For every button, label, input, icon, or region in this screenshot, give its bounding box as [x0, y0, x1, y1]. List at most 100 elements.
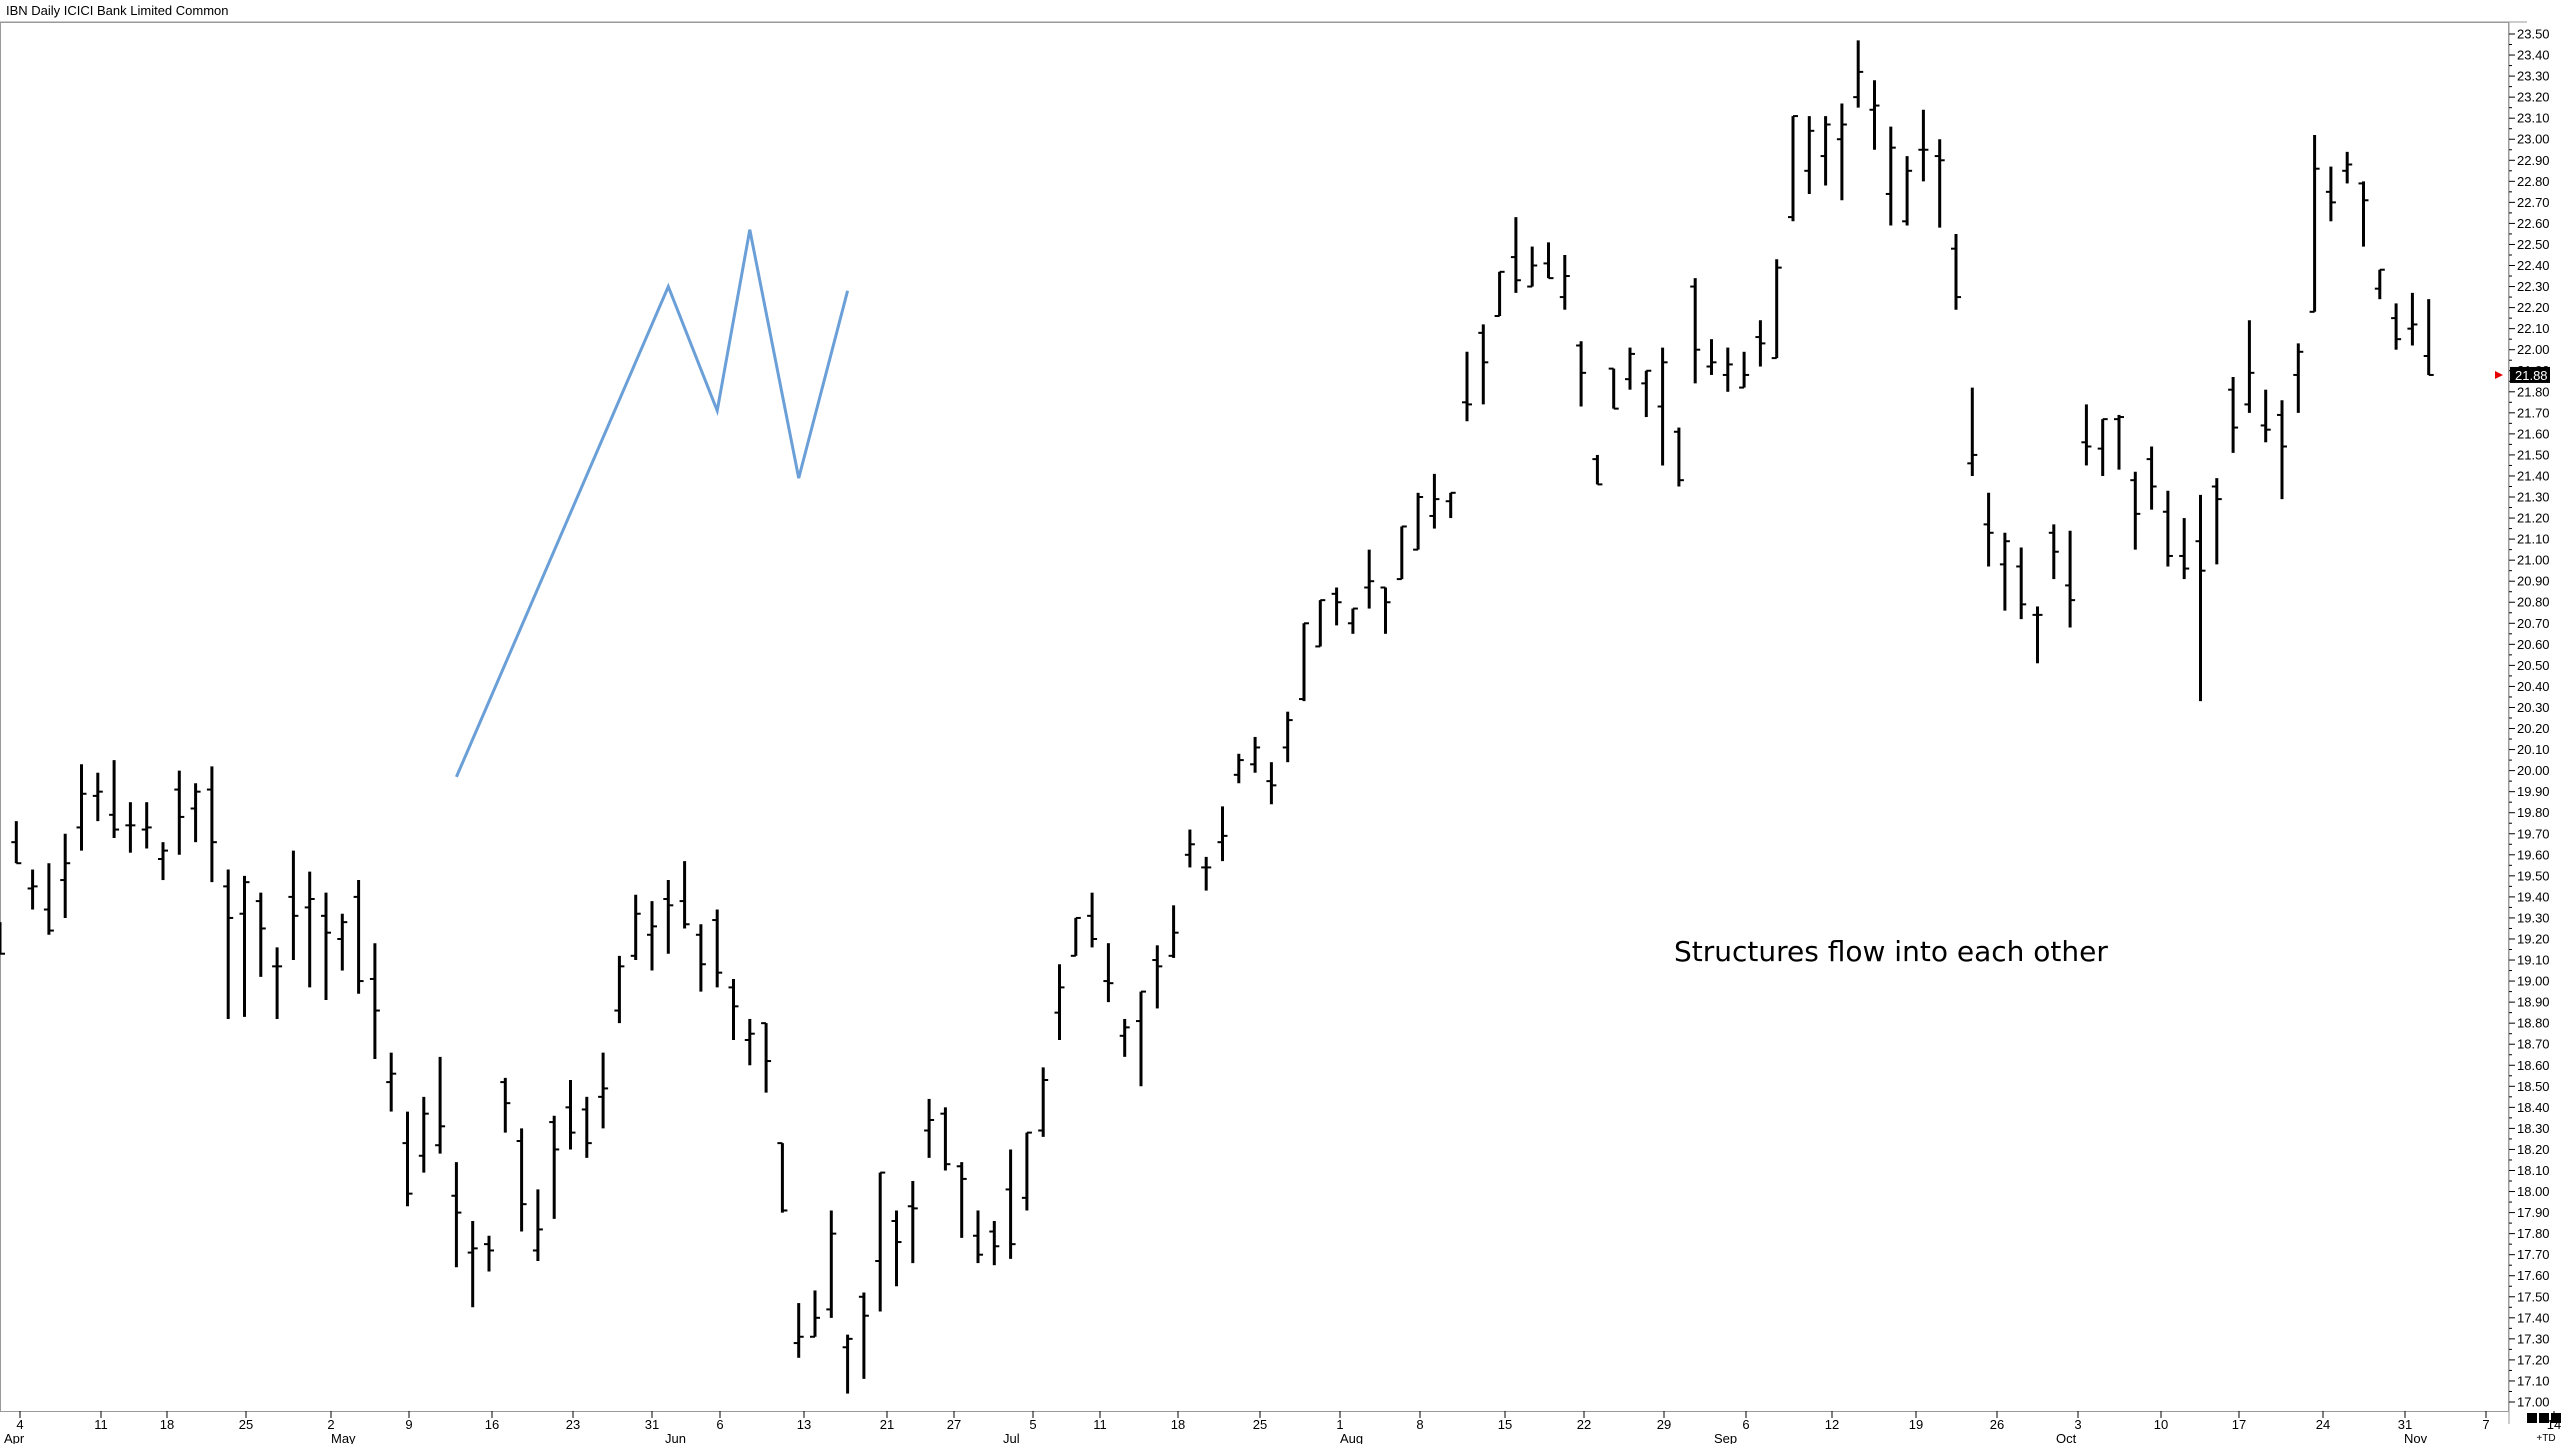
- ohlc-bar: [321, 892, 331, 1001]
- y-tick-label: 21.60: [2517, 426, 2550, 441]
- ohlc-bar: [1233, 753, 1244, 784]
- ohlc-bar: [630, 894, 641, 961]
- x-tick-label: 4: [16, 1417, 23, 1432]
- y-tick-label: 19.40: [2517, 889, 2550, 904]
- x-tick-label: 21: [880, 1417, 894, 1432]
- ohlc-bar: [1543, 242, 1554, 280]
- ohlc-bar: [1983, 492, 1994, 567]
- ohlc-bar: [1592, 454, 1603, 486]
- x-tick-label: 11: [1093, 1417, 1107, 1432]
- x-tick-label: 31: [2398, 1417, 2412, 1432]
- y-tick-label: 18.60: [2517, 1058, 2550, 1073]
- y-tick-label: 17.40: [2517, 1310, 2550, 1325]
- ohlc-bar: [1021, 1131, 1032, 1211]
- y-tick-label: 19.70: [2517, 826, 2550, 841]
- ohlc-bar: [940, 1107, 951, 1171]
- ohlc-bar: [369, 943, 380, 1059]
- y-tick-label: 20.30: [2517, 700, 2550, 715]
- ohlc-bar: [516, 1128, 527, 1232]
- ohlc-bar: [875, 1171, 886, 1312]
- ohlc-bar: [1722, 347, 1733, 392]
- y-tick-label: 21.00: [2517, 553, 2550, 568]
- ohlc-bar: [1119, 1018, 1130, 1057]
- ohlc-bar: [1527, 246, 1538, 288]
- y-tick-label: 17.10: [2517, 1373, 2550, 1388]
- y-tick-label: 20.00: [2517, 763, 2550, 778]
- x-tick-label: 3: [2074, 1417, 2081, 1432]
- x-month-label: Jun: [665, 1431, 686, 1444]
- corner-square-icon[interactable]: [2551, 1413, 2561, 1423]
- ohlc-bar: [500, 1077, 511, 1133]
- ohlc-bar: [891, 1210, 902, 1287]
- ohlc-bar: [2309, 135, 2320, 313]
- ohlc-bar: [663, 880, 674, 954]
- x-tick-label: 5: [1029, 1417, 1036, 1432]
- x-tick-label: 24: [2316, 1417, 2330, 1432]
- ohlc-bar: [1608, 367, 1619, 410]
- ohlc-bar: [1217, 806, 1228, 862]
- chart-annotation: Structures flow into each other: [1674, 935, 2108, 968]
- ohlc-bar: [174, 770, 185, 855]
- x-tick-label: 23: [566, 1417, 580, 1432]
- y-tick-label: 17.60: [2517, 1268, 2550, 1283]
- corner-controls[interactable]: +TD: [2527, 1413, 2561, 1444]
- y-tick-label: 22.40: [2517, 258, 2550, 273]
- y-tick-label: 17.50: [2517, 1289, 2550, 1304]
- y-tick-label: 23.00: [2517, 132, 2550, 147]
- y-tick-label: 17.70: [2517, 1247, 2550, 1262]
- y-tick-label: 18.50: [2517, 1079, 2550, 1094]
- x-month-label: May: [331, 1431, 356, 1444]
- x-month-label: Sep: [1714, 1431, 1737, 1444]
- ohlc-bar: [1853, 40, 1864, 108]
- y-tick-label: 17.20: [2517, 1352, 2550, 1367]
- ohlc-bar: [386, 1052, 397, 1112]
- ohlc-bar: [418, 1096, 429, 1173]
- ohlc-bar: [777, 1142, 788, 1213]
- ohlc-bar: [1869, 80, 1880, 150]
- y-tick-label: 22.90: [2517, 153, 2550, 168]
- ohlc-bar: [467, 1221, 478, 1308]
- ohlc-bar: [793, 1303, 804, 1358]
- ohlc-bar: [1347, 607, 1358, 634]
- y-tick-label: 22.00: [2517, 342, 2550, 357]
- corner-square-icon[interactable]: [2527, 1413, 2537, 1423]
- y-tick-label: 19.90: [2517, 784, 2550, 799]
- ohlc-bar: [1706, 339, 1717, 375]
- ohlc-bar: [1641, 369, 1652, 418]
- ohlc-bar: [92, 772, 103, 822]
- ohlc-bar: [1005, 1149, 1016, 1259]
- y-tick-label: 18.00: [2517, 1184, 2550, 1199]
- y-tick-label: 22.30: [2517, 279, 2550, 294]
- last-price-arrow: [2495, 370, 2503, 379]
- y-tick-label: 19.50: [2517, 868, 2550, 883]
- ohlc-bar: [2293, 343, 2304, 413]
- ohlc-bar: [1331, 587, 1342, 626]
- ohlc-bar: [2244, 320, 2255, 413]
- y-tick-label: 19.80: [2517, 805, 2550, 820]
- x-month-label: Nov: [2404, 1431, 2428, 1444]
- ohlc-bar: [1951, 233, 1961, 310]
- ohlc-bar: [695, 924, 706, 992]
- ohlc-bar: [647, 901, 657, 971]
- corner-square-icon[interactable]: [2539, 1413, 2549, 1423]
- y-tick-label: 20.40: [2517, 679, 2550, 694]
- x-tick-label: 19: [1909, 1417, 1923, 1432]
- ohlc-bar: [2374, 268, 2385, 300]
- y-tick-label: 22.60: [2517, 216, 2550, 231]
- ohlc-bar: [223, 869, 234, 1019]
- ohlc-bar: [1250, 736, 1261, 773]
- x-tick-label: 12: [1825, 1417, 1839, 1432]
- ohlc-bar: [402, 1111, 413, 1207]
- last-price-box: [2510, 366, 2550, 383]
- ohlc-bar: [1038, 1067, 1049, 1137]
- ohlc-bar: [125, 802, 136, 853]
- ohlc-bar: [728, 978, 739, 1041]
- y-tick-label: 19.30: [2517, 910, 2550, 925]
- ohlc-bar: [1820, 116, 1831, 186]
- ohlc-bar: [1201, 856, 1212, 891]
- x-tick-label: 26: [1990, 1417, 2004, 1432]
- ohlc-bar: [1559, 254, 1570, 310]
- ohlc-bar: [2032, 606, 2043, 664]
- ohlc-bar: [1266, 762, 1277, 805]
